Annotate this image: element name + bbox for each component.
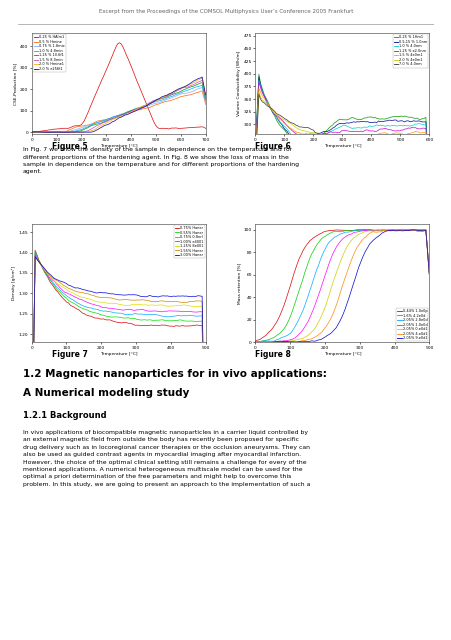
Text: Excerpt from the Proceedings of the COMSOL Multiphysics User’s Conference 2005 F: Excerpt from the Proceedings of the COMS…	[99, 10, 352, 15]
Legend: 0.25 % HAIm1, 0.5 % Hmine, 0.75 % 1.8mix, 1.0 % 4.8min, 1.25 % 10.6f1, 1.5 % 8.0: 0.25 % HAIm1, 0.5 % Hmine, 0.75 % 1.8mix…	[32, 35, 65, 72]
X-axis label: Temperature [°C]: Temperature [°C]	[323, 144, 360, 148]
Legend: 0.25 % 1Hm1, 0.5,15 % 1.0nm, 1.0 % 4.0nm, 1.25 % e2.0nm, 1.5 % 4e0m1, 2.0 % 4e0m: 0.25 % 1Hm1, 0.5,15 % 1.0nm, 1.0 % 4.0nm…	[392, 35, 428, 68]
Text: Figure 6: Figure 6	[255, 142, 290, 151]
Text: A Numerical modeling study: A Numerical modeling study	[23, 388, 189, 399]
Text: In vivo applications of biocompatible magnetic nanoparticles in a carrier liquid: In vivo applications of biocompatible ma…	[23, 430, 309, 487]
Text: 1.2 Magnetic nanoparticles for in vivo applications:: 1.2 Magnetic nanoparticles for in vivo a…	[23, 369, 326, 379]
Text: Figure 5: Figure 5	[52, 142, 87, 151]
Text: Figure 7: Figure 7	[52, 350, 87, 359]
Y-axis label: Volume Conductibility [Wh/m]: Volume Conductibility [Wh/m]	[237, 51, 241, 116]
Y-axis label: Mass retention [%]: Mass retention [%]	[237, 262, 241, 304]
X-axis label: Temperature [°C]: Temperature [°C]	[100, 144, 137, 148]
X-axis label: Temperature [°C]: Temperature [°C]	[100, 352, 137, 356]
Text: Figure 8: Figure 8	[255, 350, 290, 359]
Y-axis label: Density [g/cm³]: Density [g/cm³]	[12, 266, 16, 300]
Legend: 0.75% Haner, 0.55% Haner, 0.75% 0.8nrl, 1.00% e4001, 1.25% 8e001, 1.55% Haner, 3: 0.75% Haner, 0.55% Haner, 0.75% 0.8nrl, …	[174, 225, 204, 259]
Text: 1.2.1 Background: 1.2.1 Background	[23, 411, 106, 420]
Legend: 0.44% 1.0e0p, 1.6% 4.2e0d, 2.05% 2.8e0d, 2.05% 1.0e0d, 2.05% 0.e0d1, 2.05% 4.e0d: 0.44% 1.0e0p, 1.6% 4.2e0d, 2.05% 2.8e0d,…	[396, 308, 428, 341]
Text: In Fig. 7 we show the density of the sample in dependence on the temperature and: In Fig. 7 we show the density of the sam…	[23, 147, 298, 174]
X-axis label: Temperature [°C]: Temperature [°C]	[323, 352, 360, 356]
Y-axis label: CSE-Production [%]: CSE-Production [%]	[14, 63, 18, 105]
